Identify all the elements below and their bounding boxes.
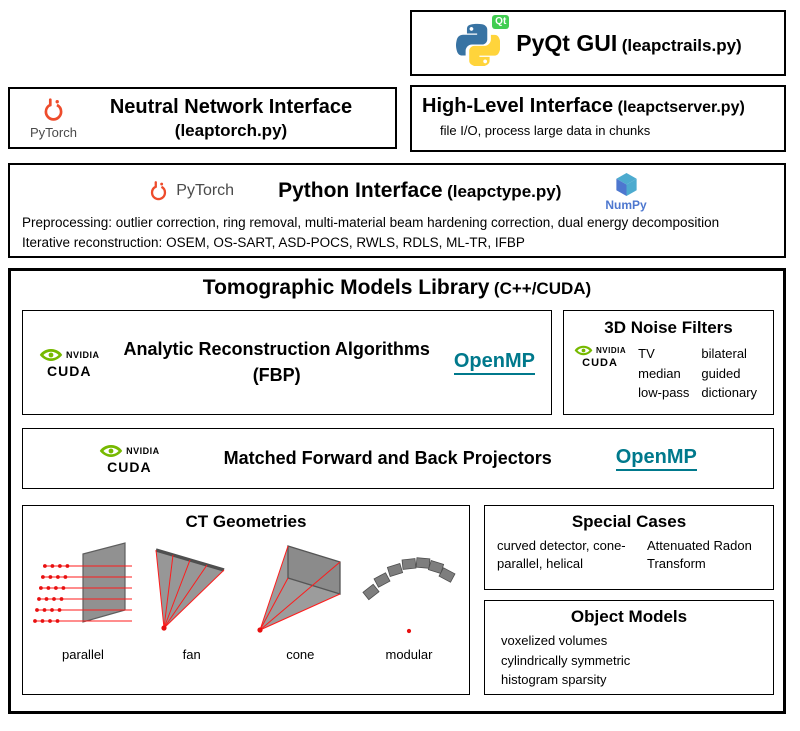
- fan-geometry-cell: fan: [138, 534, 246, 662]
- iterative-reconstruction-line: Iterative reconstruction: OSEM, OS-SART,…: [22, 235, 525, 251]
- nvidia-eye-icon: [574, 345, 593, 356]
- tomographic-models-library-box: Tomographic Models Library (C++/CUDA) NV…: [8, 268, 786, 714]
- pytorch-logo: PyTorch: [147, 180, 234, 203]
- analytic-title-text: Analytic Reconstruction Algorithms: [123, 339, 430, 360]
- nvidia-wordmark: NVIDIA: [596, 345, 627, 355]
- noise-filter-column-1: TV median low-pass: [638, 344, 689, 403]
- noise-filter-item: dictionary: [701, 385, 758, 400]
- python-interface-header: PyTorch Python Interface (leapctype.py) …: [10, 170, 784, 212]
- parallel-geometry-cell: parallel: [29, 534, 137, 662]
- cuda-wordmark: CUDA: [47, 363, 92, 379]
- high-level-interface-box: High-Level Interface (leapctserver.py) f…: [410, 85, 786, 152]
- cuda-wordmark: CUDA: [107, 459, 152, 475]
- analytic-reconstruction-box: NVIDIA CUDA Analytic Reconstruction Algo…: [22, 310, 552, 415]
- special-cases-box: Special Cases curved detector, cone-para…: [484, 505, 774, 590]
- analytic-subtitle-text: (FBP): [252, 364, 301, 385]
- noise-filters-content: NVIDIA CUDA TV median low-pass bilateral…: [564, 338, 773, 403]
- pyqt-gui-subtitle-text: (leapctrails.py): [621, 35, 742, 55]
- object-models-list: voxelized volumes cylindrically symmetri…: [485, 631, 773, 690]
- object-models-title: Object Models: [570, 607, 688, 626]
- pyqt-gui-title: PyQt GUI (leapctrails.py): [516, 30, 741, 57]
- object-model-item: voxelized volumes: [501, 633, 608, 648]
- hl-interface-title: High-Level Interface (leapctserver.py): [422, 95, 774, 118]
- special-cases-title: Special Cases: [571, 512, 687, 531]
- ct-geometries-title: CT Geometries: [185, 512, 307, 531]
- geometry-label: parallel: [62, 647, 104, 662]
- pytorch-flame-icon: [44, 97, 63, 121]
- cone-beam-diagram: [257, 545, 341, 633]
- python-logo-icon: Qt: [454, 15, 510, 67]
- noise-filter-item: bilateral: [701, 346, 747, 361]
- qt-badge-icon: Qt: [492, 15, 510, 29]
- special-cases-content: curved detector, cone-parallel, helical …: [485, 532, 773, 572]
- cuda-wordmark: CUDA: [582, 357, 618, 369]
- nn-interface-title: Neutral Network Interface (leaptorch.py): [77, 94, 385, 142]
- pytorch-wordmark: PyTorch: [30, 124, 77, 140]
- nvidia-wordmark: NVIDIA: [66, 349, 100, 360]
- hl-subtitle-text: (leapctserver.py): [617, 99, 745, 116]
- noise-filter-item: median: [638, 365, 681, 381]
- cone-geometry-cell: cone: [246, 534, 354, 662]
- nvidia-wordmark: NVIDIA: [126, 445, 160, 456]
- nvidia-cuda-logo: NVIDIA CUDA: [574, 344, 626, 369]
- projectors-title: Matched Forward and Back Projectors: [223, 448, 552, 468]
- neutral-network-interface-box: PyTorch Neutral Network Interface (leapt…: [8, 87, 397, 149]
- pyqt-gui-title-text: PyQt GUI: [516, 29, 618, 56]
- nvidia-eye-icon: [39, 349, 63, 361]
- preprocessing-line: Preprocessing: outlier correction, ring …: [22, 215, 720, 230]
- pytorch-wordmark: PyTorch: [176, 182, 235, 199]
- fan-beam-diagram: [155, 548, 225, 631]
- special-cases-column-2: Attenuated Radon Transform: [647, 538, 752, 571]
- noise-filter-item: TV: [638, 346, 655, 361]
- numpy-wordmark: NumPy: [605, 197, 647, 212]
- pytorch-logo: PyTorch: [30, 97, 77, 140]
- openmp-logo: OpenMP: [615, 446, 697, 471]
- nn-title-text: Neutral Network Interface: [109, 95, 353, 118]
- parallel-beam-diagram: [33, 542, 132, 623]
- geometry-label: cone: [286, 647, 315, 662]
- geometry-label: modular: [385, 647, 433, 662]
- analytic-title: Analytic Reconstruction Algorithms (FBP): [108, 337, 446, 387]
- library-title: Tomographic Models Library (C++/CUDA): [11, 276, 783, 300]
- noise-filters-box: 3D Noise Filters NVIDIA CUDA TV median: [563, 310, 774, 415]
- pyqt-gui-box: Qt PyQt GUI (leapctrails.py): [410, 10, 786, 76]
- modular-beam-diagram: [362, 557, 456, 634]
- geometry-label: fan: [182, 647, 201, 662]
- hl-title-text: High-Level Interface: [422, 95, 614, 117]
- object-model-item: histogram sparsity: [501, 672, 607, 687]
- nvidia-cuda-logo: NVIDIA CUDA: [39, 347, 100, 378]
- nn-subtitle-text: (leaptorch.py): [174, 120, 288, 140]
- noise-filter-item: guided: [701, 365, 741, 381]
- modular-geometry-cell: modular: [355, 534, 463, 662]
- numpy-logo: NumPy: [605, 171, 647, 212]
- object-model-item: cylindrically symmetric: [501, 652, 631, 668]
- python-interface-title-text: Python Interface: [278, 179, 443, 202]
- python-interface-box: PyTorch Python Interface (leapctype.py) …: [8, 163, 786, 258]
- ct-geometries-diagrams: parallel: [23, 532, 469, 662]
- openmp-logo: OpenMP: [453, 350, 535, 375]
- python-interface-subtitle-text: (leapctype.py): [447, 182, 562, 201]
- noise-filters-title: 3D Noise Filters: [604, 318, 733, 337]
- noise-filter-column-2: bilateral guided dictionary: [701, 344, 757, 403]
- nvidia-eye-icon: [99, 445, 123, 457]
- numpy-cube-icon: [615, 172, 637, 196]
- special-cases-column-1: curved detector, cone-parallel, helical: [497, 538, 626, 571]
- hl-description: file I/O, process large data in chunks: [440, 123, 651, 138]
- projectors-box: NVIDIA CUDA Matched Forward and Back Pro…: [22, 428, 774, 489]
- library-subtitle-text: (C++/CUDA): [493, 279, 592, 298]
- nvidia-cuda-logo: NVIDIA CUDA: [99, 443, 160, 474]
- object-models-box: Object Models voxelized volumes cylindri…: [484, 600, 774, 695]
- library-title-text: Tomographic Models Library: [202, 276, 490, 299]
- python-interface-title: Python Interface (leapctype.py): [278, 179, 561, 203]
- pytorch-flame-icon: [151, 180, 167, 200]
- noise-filter-item: low-pass: [638, 385, 690, 400]
- ct-geometries-box: CT Geometries: [22, 505, 470, 695]
